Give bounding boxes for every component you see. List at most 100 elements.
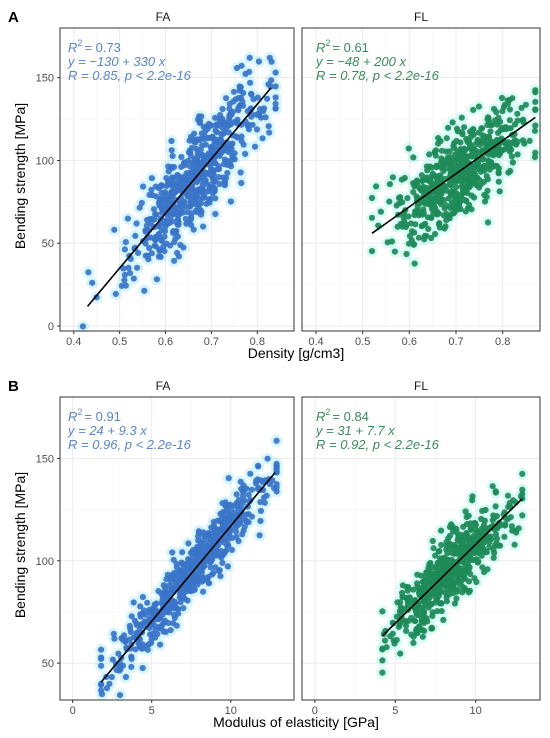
data-point: [189, 587, 196, 594]
data-point: [433, 162, 440, 169]
data-point: [150, 206, 158, 213]
data-point: [139, 610, 146, 617]
data-point: [213, 122, 220, 129]
data-point: [146, 245, 153, 252]
data-point: [187, 203, 194, 210]
data-point: [514, 151, 521, 158]
data-point: [439, 157, 446, 164]
data-point: [410, 154, 417, 161]
data-point: [142, 240, 149, 247]
data-point: [481, 198, 489, 205]
data-point: [450, 543, 457, 550]
data-point: [204, 575, 211, 582]
data-point: [427, 601, 435, 608]
data-point: [503, 125, 510, 133]
data-point: [197, 540, 204, 547]
data-point: [508, 139, 516, 147]
x-tick-label: 0.8: [495, 336, 510, 348]
y-tick-label: 50: [42, 238, 54, 250]
x-tick-label: 0.8: [250, 336, 265, 348]
data-point: [156, 614, 163, 621]
data-point: [221, 180, 229, 187]
data-point: [85, 269, 92, 276]
data-point: [120, 265, 127, 272]
data-point: [460, 188, 467, 195]
data-point: [432, 198, 439, 205]
data-point: [415, 234, 422, 241]
data-point: [208, 558, 215, 565]
data-point: [210, 171, 217, 178]
data-point: [192, 139, 199, 146]
data-point: [161, 248, 168, 255]
data-point: [471, 575, 478, 582]
data-point: [522, 101, 530, 108]
data-point: [173, 573, 180, 580]
data-point: [132, 232, 139, 239]
data-point: [504, 492, 512, 499]
data-point: [243, 517, 250, 524]
data-point: [126, 270, 134, 277]
y-tick-label: 150: [36, 453, 54, 465]
data-point: [394, 223, 401, 230]
data-point: [481, 133, 488, 140]
data-point: [463, 135, 470, 143]
data-point: [237, 478, 244, 485]
data-point: [429, 625, 436, 632]
data-point: [148, 639, 155, 647]
data-point: [272, 105, 279, 112]
data-point: [532, 106, 539, 114]
annotation-correlation-a-fa: R = 0.85, p < 2.2e-16: [68, 68, 192, 83]
data-point: [455, 576, 462, 584]
data-point: [204, 151, 211, 159]
x-tick-label: 0: [312, 705, 318, 717]
data-point: [202, 177, 209, 184]
data-point: [399, 607, 406, 614]
y-tick-label: 50: [42, 658, 54, 670]
data-point: [469, 153, 476, 160]
data-point: [490, 554, 497, 561]
data-point: [135, 249, 142, 256]
data-point: [169, 152, 176, 160]
data-point: [142, 227, 149, 234]
data-point: [420, 183, 427, 190]
x-tick-label: 5: [149, 705, 155, 717]
data-point: [119, 636, 127, 644]
data-point: [138, 199, 145, 207]
data-point: [503, 141, 510, 148]
data-point: [178, 153, 185, 161]
data-point: [242, 70, 249, 77]
data-point: [440, 616, 447, 624]
data-point: [201, 545, 208, 553]
data-point: [200, 223, 207, 230]
data-point: [262, 114, 269, 121]
data-point: [532, 122, 539, 129]
data-point: [411, 260, 418, 267]
data-point: [451, 157, 458, 164]
data-point: [247, 79, 254, 86]
data-point: [139, 594, 146, 601]
data-point: [158, 590, 165, 597]
panel-letter-b: B: [8, 378, 19, 395]
x-tick-label: 10: [470, 705, 482, 717]
data-point: [415, 589, 423, 596]
data-point: [517, 493, 525, 500]
data-point: [482, 506, 489, 514]
data-point: [228, 506, 235, 513]
data-point: [223, 95, 230, 102]
data-point: [443, 165, 451, 172]
data-point: [435, 135, 442, 142]
data-point: [469, 493, 476, 500]
data-point: [521, 140, 528, 147]
x-tick-label: 5: [392, 705, 398, 717]
data-point: [152, 211, 159, 218]
data-point: [446, 532, 453, 540]
data-point: [89, 279, 96, 286]
data-point: [469, 179, 476, 186]
data-point: [130, 599, 137, 606]
annotation-equation-b-fl: y = 31 + 7.7 x: [315, 423, 395, 438]
data-point: [169, 182, 176, 189]
data-point: [457, 206, 464, 213]
data-point: [218, 554, 225, 561]
data-point: [438, 147, 445, 154]
